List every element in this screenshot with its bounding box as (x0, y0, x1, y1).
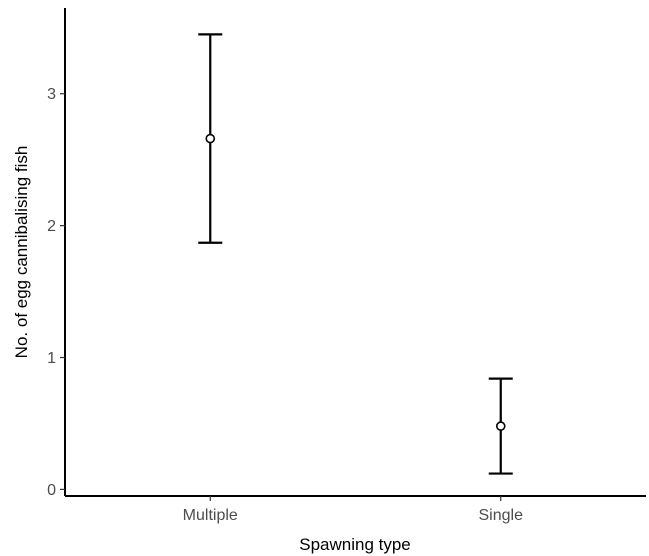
error-bar-multiple (198, 33, 223, 244)
y-ticks: 0 1 2 3 (47, 86, 65, 499)
x-tick-label: Multiple (183, 507, 238, 524)
data-marks (198, 33, 513, 475)
y-tick-label: 0 (47, 482, 56, 499)
error-bar-single (488, 377, 513, 475)
y-axis-title: No. of egg cannibalising fish (12, 146, 31, 359)
x-ticks: Multiple Single (183, 496, 523, 524)
plot-area (64, 8, 646, 497)
x-axis-title: Spawning type (299, 535, 411, 554)
y-tick-label: 2 (47, 218, 56, 235)
x-tick-label: Single (479, 507, 524, 524)
y-tick-label: 3 (47, 86, 56, 103)
mean-point (205, 133, 216, 144)
mean-point (495, 421, 506, 431)
y-tick-label: 1 (47, 350, 56, 367)
